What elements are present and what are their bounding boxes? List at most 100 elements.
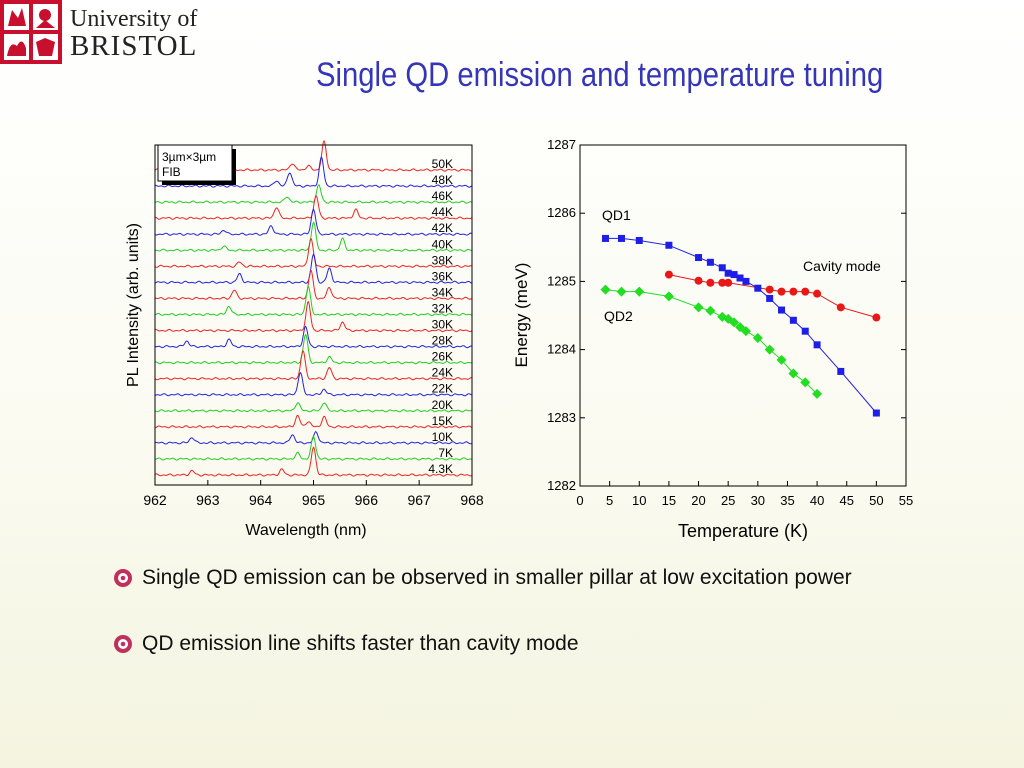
data-point [789,287,798,296]
data-point [736,274,744,282]
data-point [635,236,643,244]
data-point [776,354,787,365]
data-point [752,333,763,344]
bullet-item: Single QD emission can be observed in sm… [113,566,852,590]
data-point [724,278,733,287]
logo-line-2: BRISTOL [70,30,198,62]
data-point [837,367,845,375]
data-point [617,234,625,242]
spectra-traces [154,140,473,477]
spectrum-trace [154,431,473,445]
data-point [705,305,716,316]
spectrum-trace [154,325,473,349]
data-point [601,234,609,242]
temperature-label: 28K [432,334,453,348]
data-point [693,302,704,313]
data-point [836,303,845,312]
temperature-label: 44K [432,205,453,219]
y-tick-label: 1283 [547,410,576,425]
temperature-label: 32K [432,301,453,315]
data-point [788,368,799,379]
x-tick-label: 968 [460,492,484,508]
data-point [813,289,822,298]
data-point [724,269,732,277]
data-point [694,276,703,285]
cavity-series-label: Cavity mode [803,258,881,274]
data-point [663,291,674,302]
data-point [812,388,823,399]
data-point [706,278,715,287]
data-point [718,278,727,287]
data-point [634,286,645,297]
pl-spectra-chart: 50K 48K 46K 44K 42K 40K 38K 36K 34K 32K 30K 28K 26K 2… [125,140,484,539]
energy-y-axis-label: Energy (meV) [512,263,531,368]
temperature-label: 4.3K [428,462,453,476]
inset-label-line-2: FIB [162,165,181,179]
temperature-label: 46K [432,189,453,203]
university-logo: University of BRISTOL [0,0,220,66]
x-tick-label: 967 [407,492,431,508]
data-point [600,284,611,295]
y-tick-label: 1286 [547,205,576,220]
logo-line-1: University of [70,6,198,32]
temperature-label: 50K [432,157,453,171]
spectrum-trace [154,221,472,252]
data-point [730,271,738,279]
spectrum-trace [154,446,473,477]
data-point [872,313,881,322]
spectrum-trace [154,237,473,268]
data-point [800,377,811,388]
spectra-y-axis-label: PL Intensity (arb. units) [125,223,142,387]
spectra-x-axis-label: Wavelength (nm) [245,522,366,539]
qd1-series-label: QD1 [602,207,631,223]
data-point [740,326,751,337]
temperature-label: 36K [432,269,453,283]
data-point [789,316,797,324]
x-tick-label: 5 [606,493,613,508]
data-point [718,264,726,272]
energy-x-axis-label: Temperature (K) [678,521,808,541]
x-tick-label: 15 [662,493,676,508]
spectrum-trace [154,208,473,236]
x-tick-label: 963 [196,492,220,508]
flower-bullet-icon [114,635,132,653]
x-tick-label: 50 [869,493,883,508]
data-point [801,287,810,296]
data-point [778,306,786,314]
temperature-label: 34K [432,285,453,299]
x-tick-label: 10 [632,493,646,508]
inset-label-line-1: 3µm×3µm [162,150,216,164]
spectrum-trace [154,300,473,333]
spectrum-trace [154,372,473,397]
spectrum-trace [155,435,473,461]
temperature-labels: 50K 48K 46K 44K 42K 40K 38K 36K 34K 32K 30K 28K 26K 2… [428,157,453,476]
data-point [754,284,762,292]
bullet-item: QD emission line shifts faster than cavi… [113,632,579,656]
temperature-label: 24K [432,366,453,380]
spectra-x-ticks: 962 963 964 965 966 967 968 [143,480,484,508]
temperature-label: 42K [432,221,453,235]
flower-bullet-icon [114,569,132,587]
spectrum-trace [154,333,473,365]
x-tick-label: 30 [751,493,765,508]
data-point [801,327,809,335]
bullet-text: QD emission line shifts faster than cavi… [142,632,579,655]
x-tick-label: 20 [691,493,705,508]
spectrum-trace [155,269,473,301]
data-point [664,270,673,279]
y-tick-label: 1282 [547,478,576,493]
temperature-label: 10K [432,430,453,444]
data-point [742,277,750,285]
data-point [735,322,746,333]
temperature-label: 22K [432,382,453,396]
temperature-label: 40K [432,237,453,251]
energy-vs-temperature-chart: 0 5 10 15 20 25 30 35 40 45 50 55 1282 1283 1284 1285 12… [512,137,913,541]
data-point [813,341,821,349]
data-point [695,254,703,262]
temperature-label: 38K [432,253,453,267]
series-line [605,289,818,395]
data-point [616,286,627,297]
spectrum-trace [155,184,473,204]
x-tick-label: 962 [143,492,167,508]
bullet-text: Single QD emission can be observed in sm… [142,566,852,589]
